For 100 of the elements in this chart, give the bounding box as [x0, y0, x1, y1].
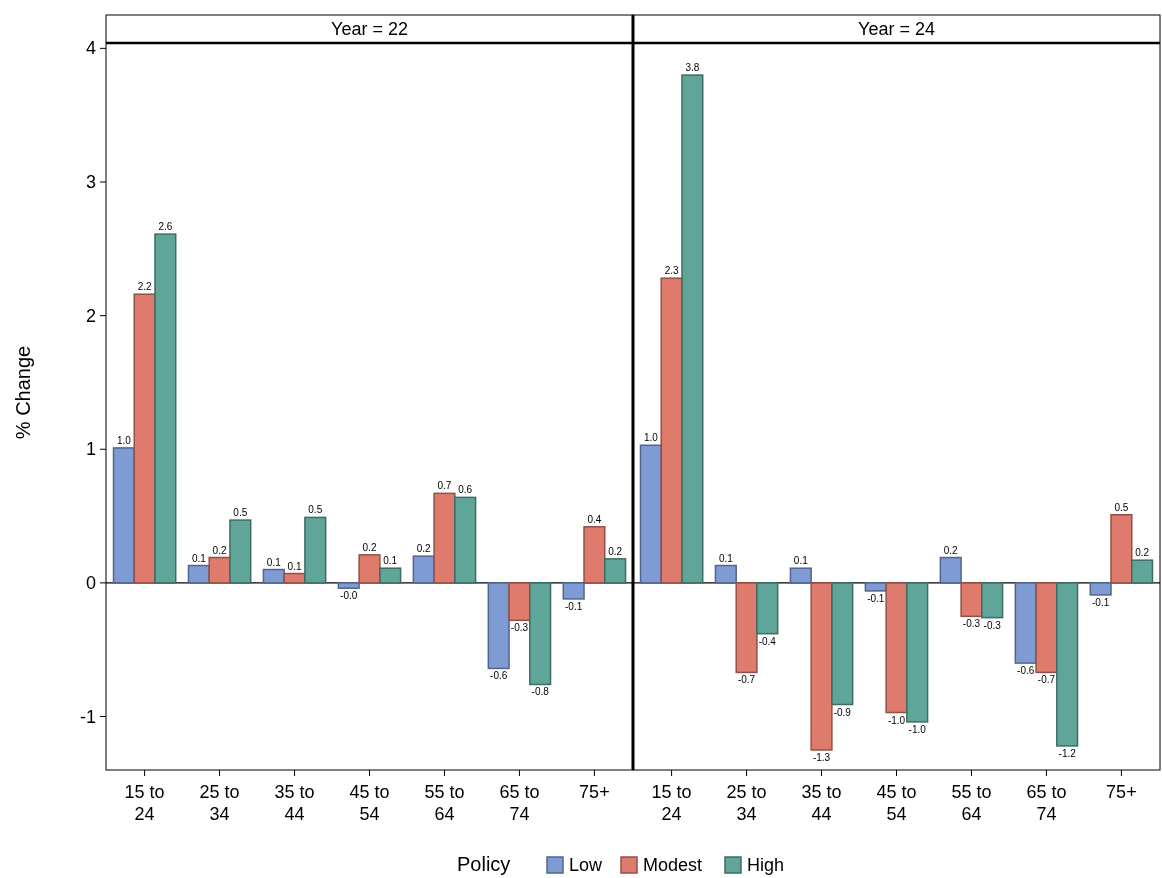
x-tick-label: 65 to 74	[1026, 782, 1067, 824]
data-label: 0.1	[793, 555, 809, 567]
data-label: -1.0	[887, 714, 906, 726]
bar	[1014, 582, 1037, 664]
bar	[831, 582, 854, 706]
bar	[864, 582, 887, 592]
bar	[133, 293, 156, 584]
data-label: 0.6	[458, 484, 473, 496]
bar	[1089, 582, 1112, 596]
data-label: -0.3	[962, 618, 981, 630]
y-tick-label: 1	[85, 439, 96, 460]
bar	[639, 444, 662, 584]
bar	[604, 558, 627, 584]
bar	[358, 554, 381, 584]
data-label: 3.8	[685, 62, 700, 74]
bar	[433, 492, 456, 584]
bar	[1131, 559, 1154, 584]
bar	[885, 582, 908, 714]
data-label: 2.2	[137, 281, 152, 293]
bar	[735, 582, 758, 674]
bar	[412, 555, 435, 584]
data-label: -0.4	[758, 635, 777, 647]
y-tick-label: -1	[79, 706, 96, 727]
bar	[583, 526, 606, 584]
bar	[756, 582, 779, 635]
bar	[208, 556, 231, 584]
y-axis-title: % Change	[12, 345, 34, 440]
x-tick-label: 15 to 24	[124, 782, 165, 824]
bar	[337, 582, 360, 589]
data-label: -0.3	[983, 619, 1002, 631]
bar	[660, 277, 683, 584]
bar	[262, 568, 285, 584]
x-tick-label: 75+	[579, 782, 610, 802]
bar	[810, 582, 833, 751]
data-label: 0.2	[212, 544, 227, 556]
data-label: -0.7	[1037, 674, 1056, 686]
bar	[229, 519, 252, 584]
bar	[508, 582, 531, 622]
data-label: 0.5	[308, 504, 323, 516]
data-label: 0.2	[1135, 547, 1150, 559]
x-tick-label: 25 to 34	[726, 782, 767, 824]
bar	[939, 556, 962, 584]
x-tick-label: 75+	[1106, 782, 1137, 802]
y-tick-label: 4	[85, 38, 96, 59]
bar	[1035, 582, 1058, 674]
data-label: -0.1	[867, 592, 885, 604]
x-tick-label: 45 to 54	[876, 782, 917, 824]
bar	[562, 582, 585, 600]
bar	[1056, 582, 1079, 747]
x-tick-label: 45 to 54	[349, 782, 390, 824]
bar	[714, 564, 737, 584]
legend-label: Low	[569, 855, 604, 875]
bar	[283, 572, 306, 584]
data-label: 0.1	[191, 552, 207, 564]
data-label: -0.9	[833, 706, 852, 718]
data-label: -1.0	[908, 723, 927, 735]
data-label: 0.2	[608, 545, 623, 557]
legend-title: Policy	[457, 853, 511, 875]
data-label: 0.2	[943, 544, 959, 556]
data-label: 0.7	[437, 480, 452, 492]
data-label: 0.1	[383, 555, 398, 567]
data-label: -0.6	[490, 670, 508, 682]
bar	[454, 496, 477, 584]
bar	[529, 582, 552, 686]
data-label: 0.2	[416, 543, 432, 555]
legend-label: High	[747, 855, 785, 875]
data-label: 0.1	[287, 560, 302, 572]
chart-title: Year = 24	[858, 19, 935, 39]
data-label: -0.1	[1092, 596, 1110, 608]
bar	[304, 516, 327, 584]
bar	[960, 582, 983, 618]
data-label: -0.7	[737, 674, 756, 686]
bar	[789, 567, 812, 584]
data-label: 0.5	[1114, 501, 1129, 513]
data-label: -1.2	[1058, 747, 1077, 759]
data-label: 0.1	[718, 552, 734, 564]
data-label: 2.3	[664, 265, 679, 277]
x-tick-label: 55 to 64	[951, 782, 992, 824]
bar	[154, 233, 177, 584]
data-label: -1.3	[812, 751, 831, 763]
bar	[379, 567, 402, 584]
x-tick-label: 55 to 64	[424, 782, 465, 824]
data-label: 1.0	[643, 432, 659, 444]
data-label: 0.5	[233, 507, 248, 519]
bar	[487, 582, 510, 670]
bar	[981, 582, 1004, 619]
x-tick-label: 25 to 34	[199, 782, 240, 824]
data-label: 2.6	[158, 221, 173, 233]
y-tick-label: 0	[85, 572, 96, 593]
x-tick-label: 35 to 44	[274, 782, 315, 824]
x-tick-label: 65 to 74	[499, 782, 540, 824]
x-tick-label: 35 to 44	[801, 782, 842, 824]
data-label: 0.4	[587, 513, 602, 525]
data-label: 0.2	[362, 541, 377, 553]
bar	[187, 564, 210, 584]
y-tick-label: 2	[85, 305, 96, 326]
chart-title: Year = 22	[331, 19, 408, 39]
data-label: 1.0	[116, 434, 132, 446]
data-label: -0.3	[510, 622, 529, 634]
x-tick-label: 15 to 24	[651, 782, 692, 824]
